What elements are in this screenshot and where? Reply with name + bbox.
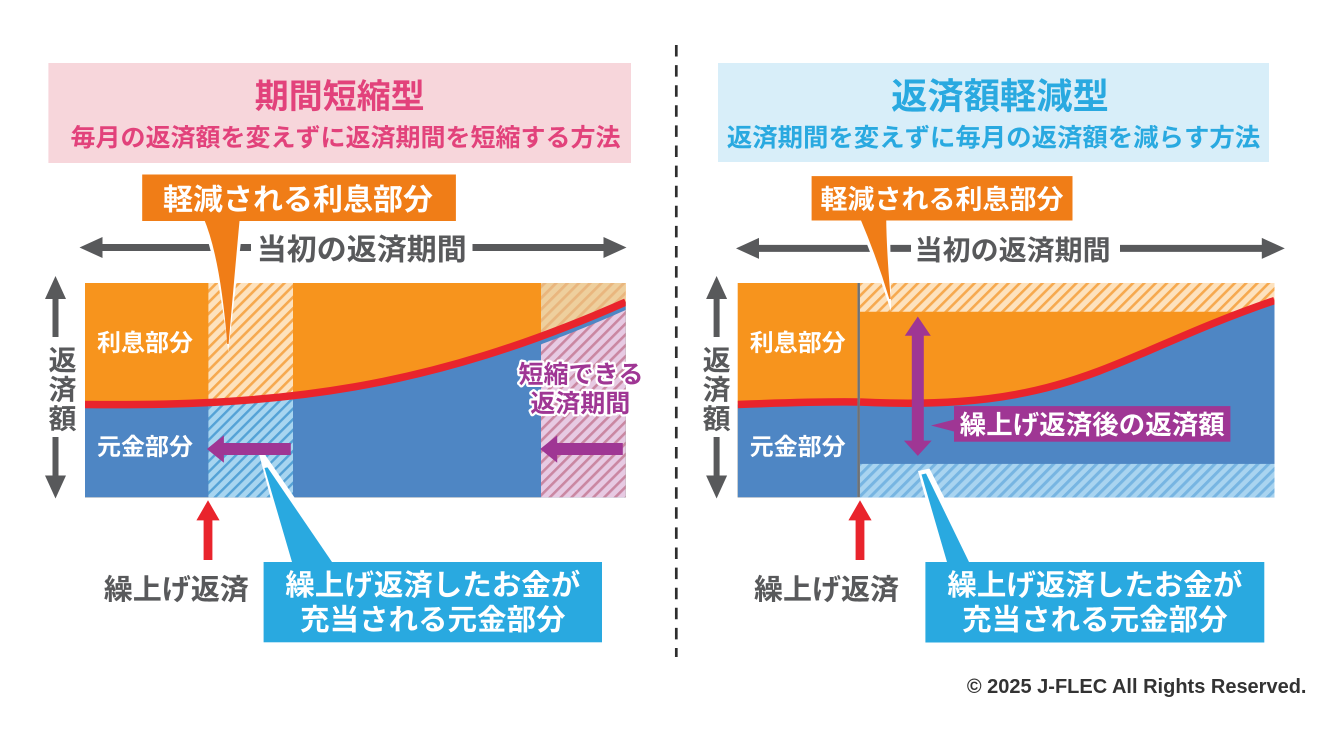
svg-text:© 2025 J-FLEC All Rights Reser: © 2025 J-FLEC All Rights Reserved. (967, 676, 1307, 698)
